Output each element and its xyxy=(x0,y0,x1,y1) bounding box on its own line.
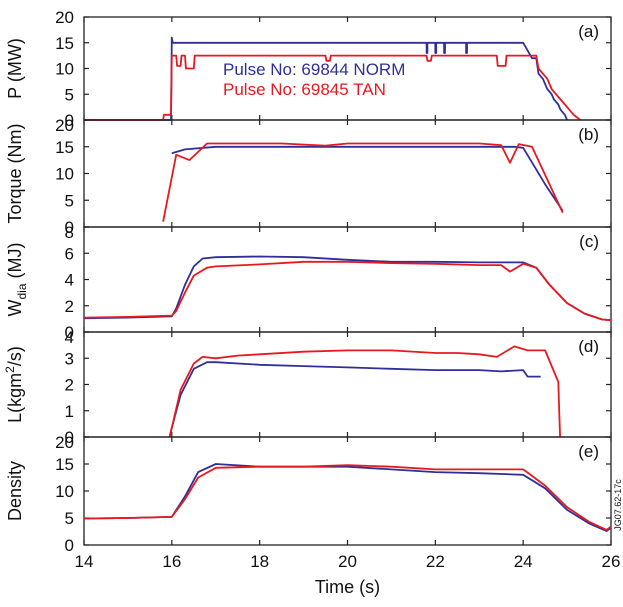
y-tick-label: 5 xyxy=(65,85,74,104)
y-axis-label: Density xyxy=(5,461,25,521)
y-tick-label: 6 xyxy=(65,244,74,263)
panel-label: (d) xyxy=(578,337,599,356)
panel-a: 0 5 10 15 20 (a) P (MW) Pulse No: 69844 NORMPul… xyxy=(5,8,612,130)
y-tick-label: 5 xyxy=(65,509,74,528)
y-tick-label: 4 xyxy=(65,271,74,290)
series-line-norm xyxy=(84,36,568,121)
y-tick-label: 15 xyxy=(55,138,74,157)
figure-tag: JG07.62-17c xyxy=(613,479,623,531)
series-line-tan xyxy=(84,54,581,121)
y-tick-label: 1 xyxy=(65,402,74,421)
y-tick-label: 0 xyxy=(65,218,74,237)
panel-frame xyxy=(83,436,612,546)
y-tick-label: 2 xyxy=(65,297,74,316)
y-tick-label: 8 xyxy=(65,223,74,242)
panel-d: 0 1 2 3 4 (d) L(kgm2/s) xyxy=(3,328,612,447)
y-tick-label: 0 xyxy=(65,428,74,447)
panel-label: (c) xyxy=(579,232,599,251)
y-tick-label: 10 xyxy=(55,165,74,184)
x-tick-label: 26 xyxy=(602,552,621,571)
y-tick-label: 20 xyxy=(55,433,74,452)
panel-b: 0 5 10 15 20 (b) Torque (Nm) xyxy=(5,116,612,237)
series-line-tan xyxy=(168,345,561,438)
panel-label: (a) xyxy=(578,22,599,41)
y-tick-label: 20 xyxy=(55,8,74,27)
x-tick-label: 20 xyxy=(338,552,357,571)
y-tick-label: 15 xyxy=(55,455,74,474)
x-tick-label: 22 xyxy=(426,552,445,571)
x-axis-label: Time (s) xyxy=(315,577,380,597)
y-axis-label: Wdia (MJ) xyxy=(5,243,29,317)
series-line-norm xyxy=(83,463,612,532)
x-tick-label: 24 xyxy=(514,552,533,571)
y-tick-label: 0 xyxy=(65,111,74,130)
series-line-norm xyxy=(168,361,541,438)
y-tick-label: 0 xyxy=(65,323,74,342)
y-axis-label: Torque (Nm) xyxy=(5,123,25,223)
y-axis-label: L(kgm2/s) xyxy=(3,346,25,423)
series-line-tan xyxy=(83,464,612,531)
panel-frame xyxy=(83,119,612,228)
x-tick-label: 14 xyxy=(75,552,94,571)
y-axis-label: P (MW) xyxy=(5,38,25,99)
x-tick-label: 18 xyxy=(250,552,269,571)
panel-c: 0 2 4 6 8 (c) Wdia (MJ) xyxy=(5,223,612,342)
series-line-norm xyxy=(171,145,564,212)
panel-frame xyxy=(83,331,612,438)
legend-entry: Pulse No: 69844 NORM xyxy=(223,60,405,79)
panel-label: (b) xyxy=(578,125,599,144)
y-tick-label: 5 xyxy=(65,191,74,210)
y-tick-label: 20 xyxy=(55,116,74,135)
y-tick-label: 2 xyxy=(65,376,74,395)
y-tick-label: 15 xyxy=(55,34,74,53)
series-line-tan xyxy=(162,142,564,222)
x-tick-label: 16 xyxy=(162,552,181,571)
y-tick-label: 3 xyxy=(65,349,74,368)
legend-entry: Pulse No: 69845 TAN xyxy=(223,80,386,99)
y-tick-label: 10 xyxy=(55,482,74,501)
panel-e: 0 5 10 15 20 (e) Density xyxy=(5,433,612,555)
y-tick-label: 10 xyxy=(55,60,74,79)
y-tick-label: 4 xyxy=(65,328,74,347)
y-tick-label: 0 xyxy=(65,536,74,555)
series-line-tan xyxy=(83,260,612,322)
panel-label: (e) xyxy=(578,442,599,461)
